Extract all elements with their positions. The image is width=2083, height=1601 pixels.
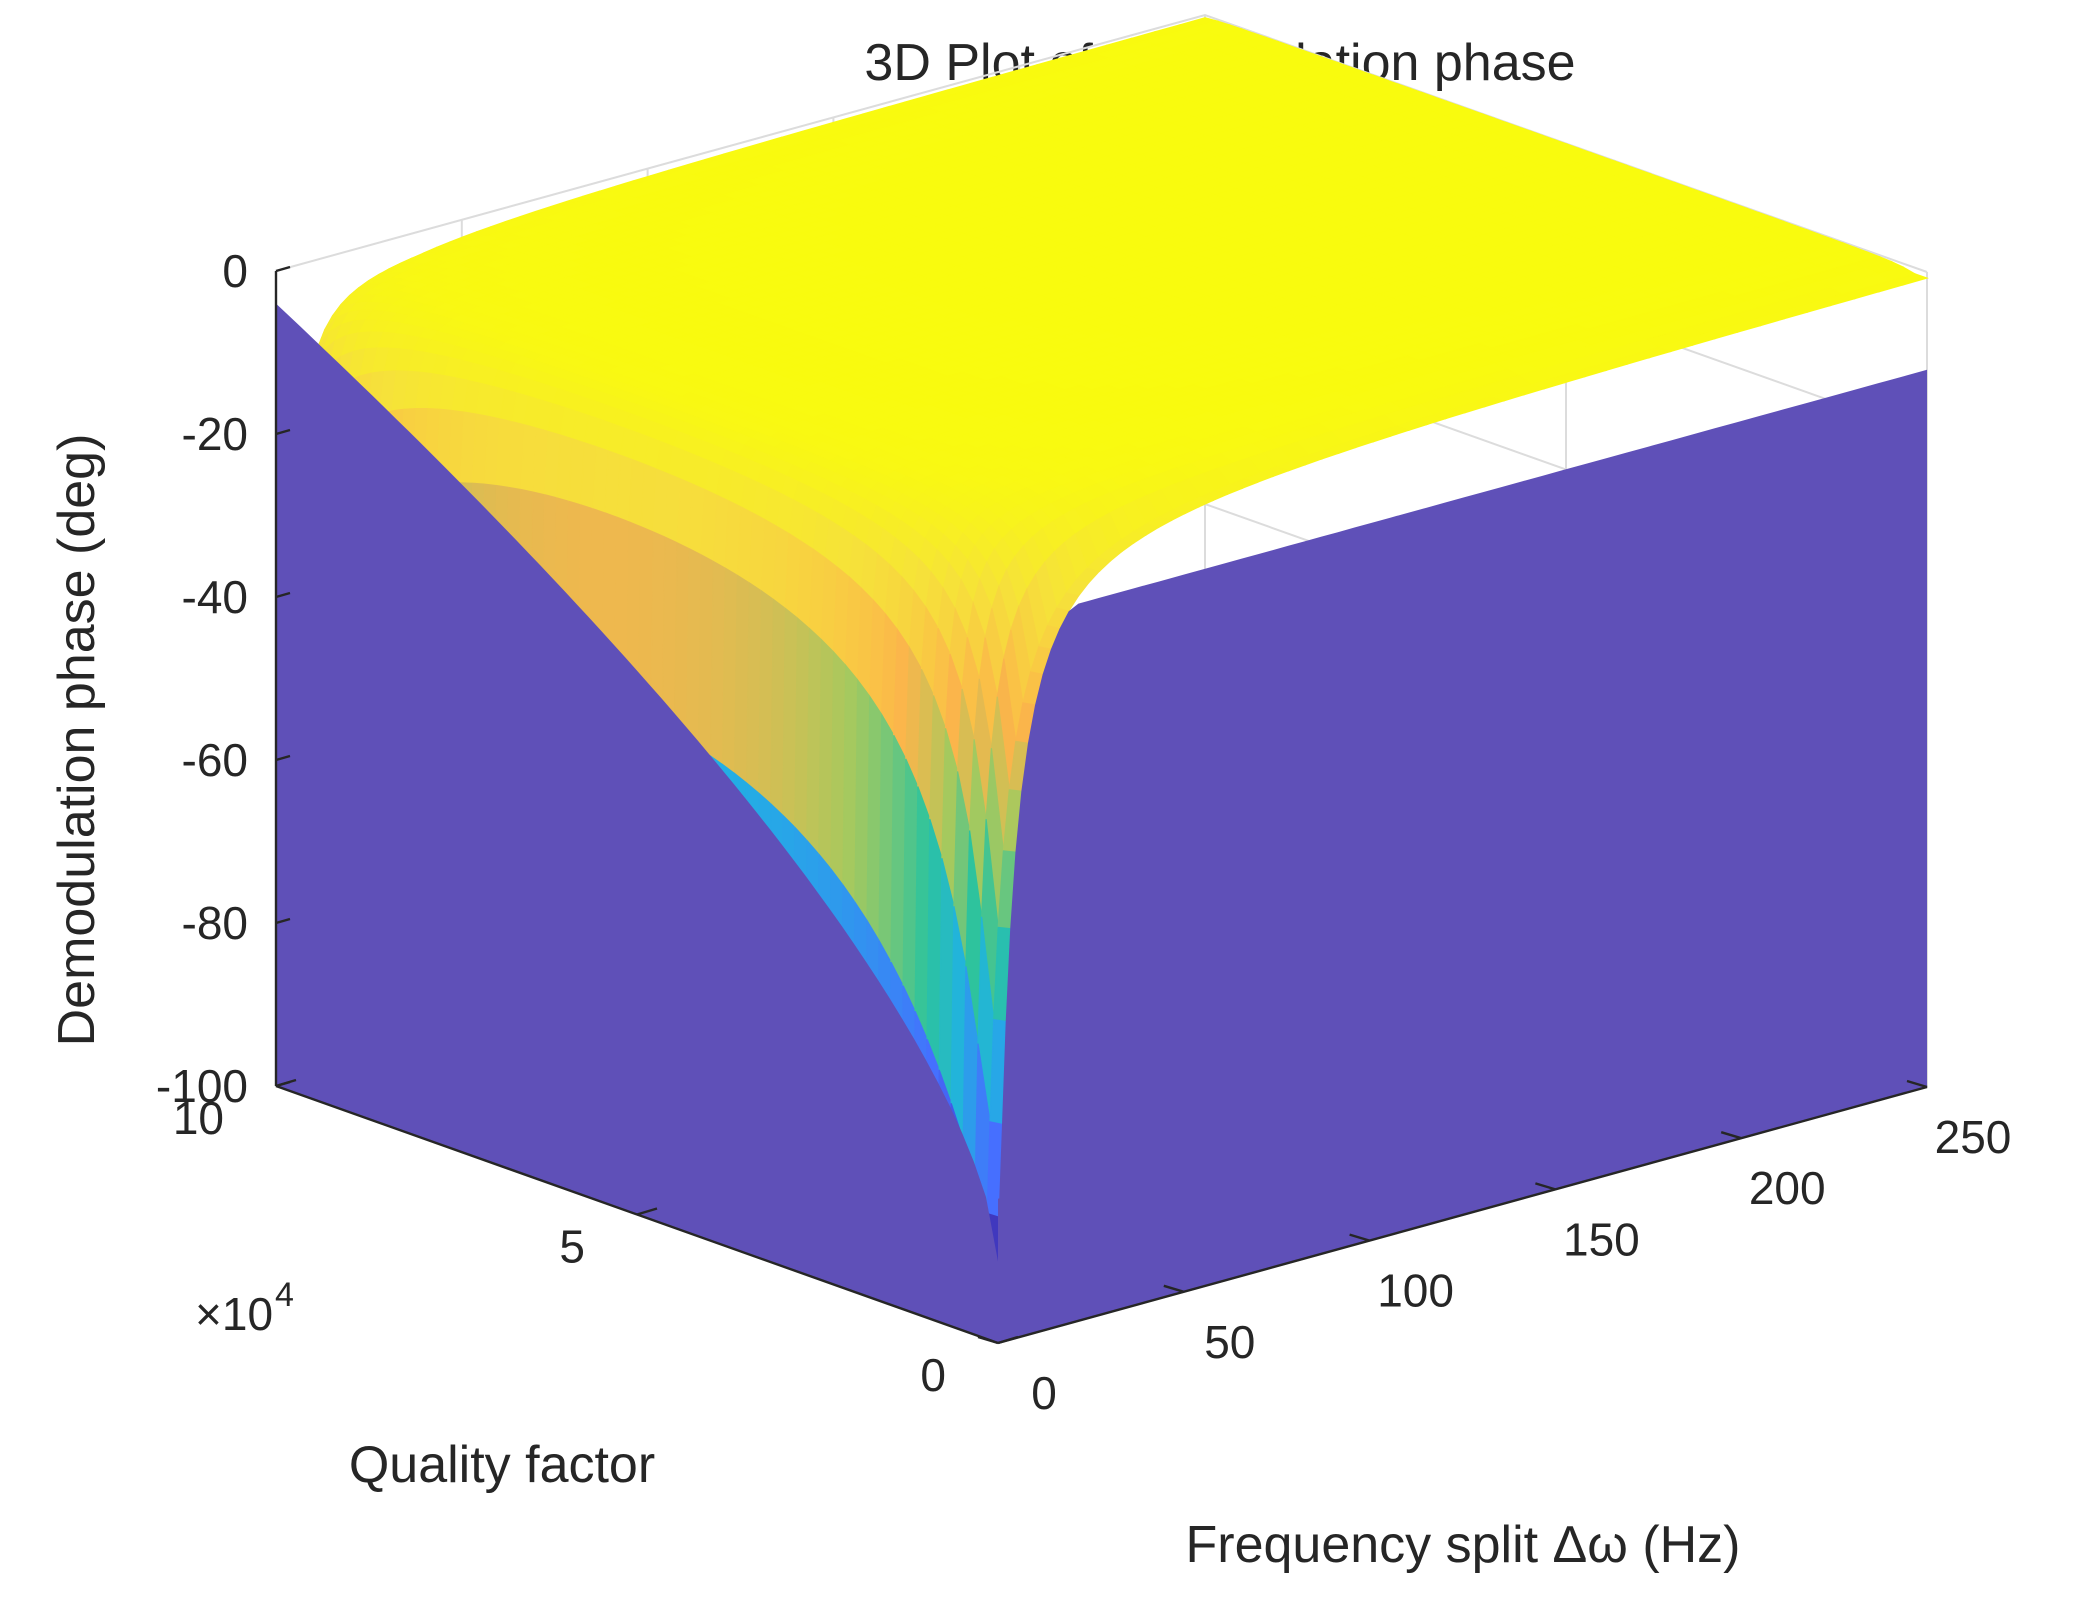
x-tick-label: 0 <box>1031 1367 1057 1419</box>
z-tick-label: -100 <box>156 1060 248 1112</box>
front-right-wall <box>998 369 1927 1343</box>
y-axis-label: Quality factor <box>349 1436 655 1494</box>
z-tick-mark <box>275 754 291 762</box>
z-tick-mark <box>275 428 291 436</box>
y-exponent-power: 4 <box>275 1276 294 1314</box>
y-tick-mark <box>997 1335 1019 1345</box>
z-tick-mark <box>275 917 291 925</box>
x-tick-label: 100 <box>1377 1265 1454 1317</box>
y-tick-label: 0 <box>920 1349 946 1401</box>
x-tick-label: 150 <box>1563 1213 1640 1265</box>
x-tick-label: 50 <box>1204 1316 1255 1368</box>
x-tick-label: 200 <box>1749 1162 1826 1214</box>
y-tick-label: 10 <box>173 1092 224 1144</box>
z-axis-label: Demodulation phase (deg) <box>48 434 106 1047</box>
y-exponent-base: ×10 <box>195 1288 273 1340</box>
surface-plot <box>275 17 1929 1344</box>
x-tick-mark <box>977 1335 999 1345</box>
y-axis-ticks: 0 5 10 <box>173 1078 1019 1401</box>
y-axis-exponent: ×10 4 <box>195 1276 294 1340</box>
x-tick-label: 250 <box>1935 1111 2012 1163</box>
y-tick-label: 5 <box>559 1221 585 1273</box>
x-tick-mark <box>1349 1233 1370 1242</box>
x-axis-ticks: 0 50 100 150 200 250 <box>977 1079 2012 1419</box>
front-left-wall <box>276 303 998 1344</box>
x-tick-mark <box>1720 1131 1742 1140</box>
x-axis-line <box>997 1085 1928 1345</box>
z-tick-label: 0 <box>222 245 248 297</box>
z-axis-ticks: 0 -20 -40 -60 -80 -100 <box>156 245 291 1112</box>
z-tick-label: -20 <box>182 408 248 460</box>
x-tick-mark <box>1535 1182 1556 1191</box>
z-tick-label: -40 <box>182 571 248 623</box>
z-tick-label: -80 <box>182 897 248 949</box>
y-tick-mark <box>636 1207 658 1216</box>
z-tick-label: -60 <box>182 734 248 786</box>
z-tick-mark <box>275 591 291 599</box>
x-tick-mark <box>1906 1079 1928 1089</box>
x-tick-mark <box>1163 1284 1185 1293</box>
x-axis-label: Frequency split Δω (Hz) <box>1185 1516 1740 1574</box>
z-tick-mark <box>275 265 291 273</box>
y-tick-mark <box>275 1078 297 1088</box>
